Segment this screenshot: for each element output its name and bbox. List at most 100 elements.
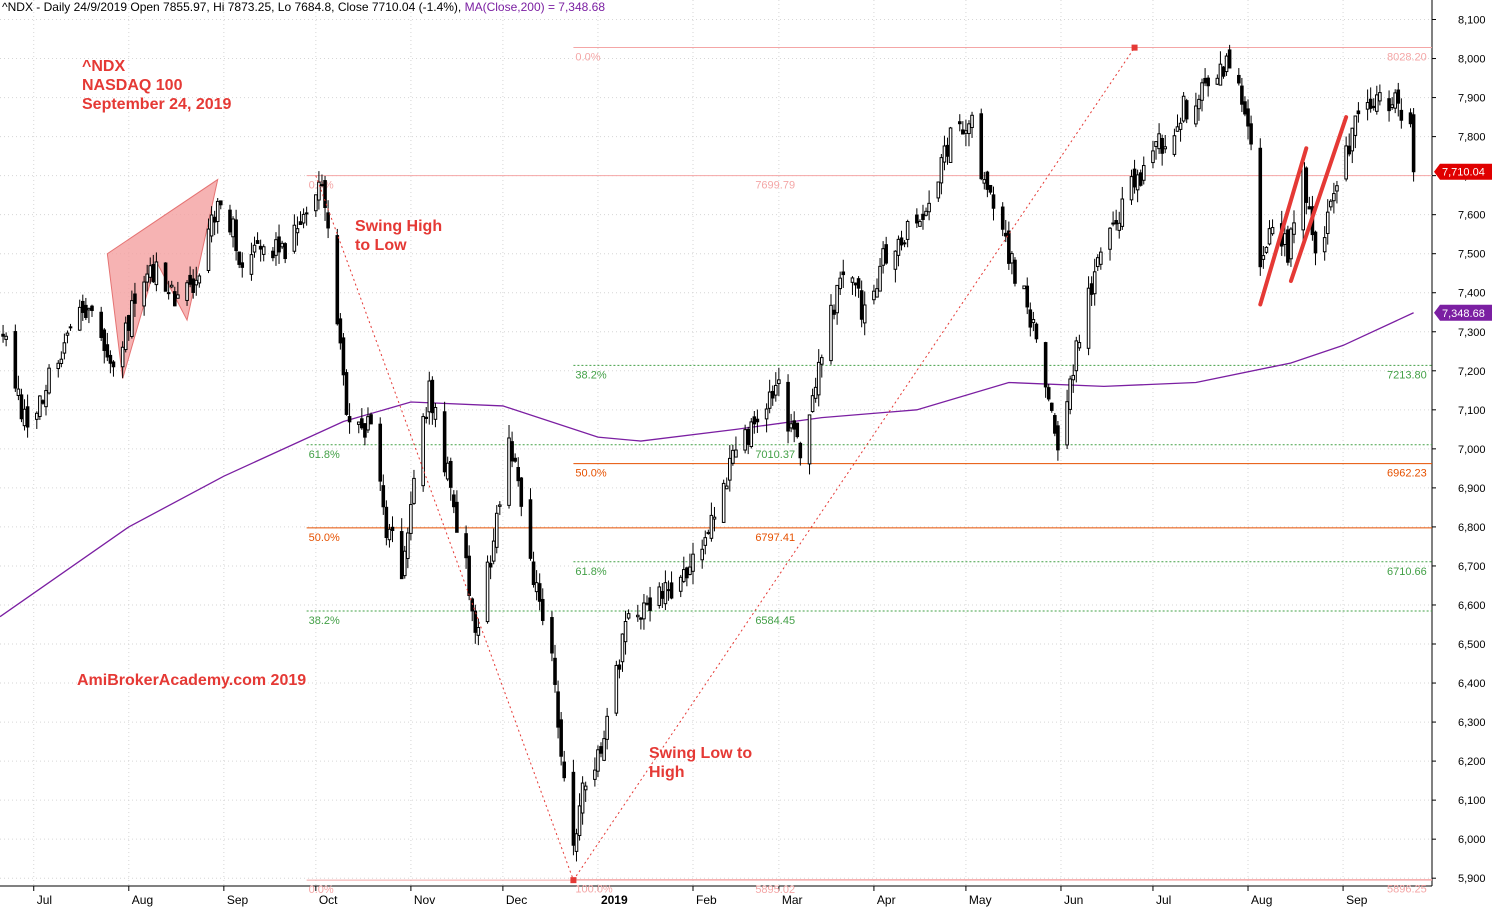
chart-header: ^NDX - Daily 24/9/2019 Open 7855.97, Hi … <box>2 0 606 14</box>
candle-body <box>642 602 646 620</box>
candle-body <box>25 406 30 428</box>
x-tick-label: Jul <box>1156 893 1171 907</box>
candle-body <box>1249 123 1253 145</box>
gridlines <box>0 0 1432 886</box>
candle-body <box>1077 342 1082 349</box>
candle-body <box>412 477 416 504</box>
y-tick-label: 6,000 <box>1458 834 1486 846</box>
candle-body <box>660 591 665 599</box>
candle-body <box>770 390 775 399</box>
x-tick-label: Apr <box>877 893 896 907</box>
candle-body <box>1120 198 1125 227</box>
candle-body <box>1322 237 1327 253</box>
candle-body <box>519 477 524 507</box>
candle-body <box>261 246 266 255</box>
candle-body <box>820 357 824 365</box>
candle-body <box>915 214 919 224</box>
candle-body <box>682 569 686 582</box>
candle-body <box>366 416 370 431</box>
candle-body <box>1089 283 1094 295</box>
candle-body <box>924 210 928 216</box>
y-tick-label: 6,900 <box>1458 483 1486 495</box>
candle-body <box>402 550 407 577</box>
candle-body <box>1034 323 1039 340</box>
candle-body <box>65 332 70 336</box>
title-symbol: ^NDX <box>82 58 126 75</box>
candle-body <box>1224 55 1229 73</box>
candle-body <box>191 278 195 293</box>
candle-body <box>1399 109 1404 121</box>
swing-line <box>572 47 1135 881</box>
candle-body <box>1022 285 1026 290</box>
fibonacci-set-1: 0.0% 7699.79 61.8% 7010.37 50.0% 6797.41 38.2%… <box>306 175 1432 896</box>
y-tick-label: 7,100 <box>1458 405 1486 417</box>
candle-body <box>1264 246 1269 253</box>
x-tick-label: Mar <box>782 893 803 907</box>
candle-body <box>669 582 674 599</box>
watermark: AmiBrokerAcademy.com 2019 <box>77 671 306 690</box>
y-tick-label: 7,600 <box>1458 210 1486 222</box>
candle-body <box>1071 374 1076 381</box>
candle-body <box>1095 257 1100 268</box>
candle-body <box>810 395 815 413</box>
candle-body <box>433 406 438 420</box>
candle-body <box>1292 222 1296 235</box>
candle-body <box>571 771 576 846</box>
x-tick-label: Sep <box>1346 893 1368 907</box>
candle-body <box>513 457 517 462</box>
candle-body <box>979 113 984 180</box>
candle-body <box>807 414 812 465</box>
candle-body <box>1086 287 1091 349</box>
candle-body <box>875 288 879 298</box>
candle-body <box>531 561 536 586</box>
candle-body <box>1356 110 1361 115</box>
candle-body <box>902 242 907 245</box>
candle-body <box>1350 127 1355 152</box>
candle-body <box>1325 211 1330 234</box>
candle-body <box>326 212 330 229</box>
candle-body <box>102 329 107 351</box>
candle-body <box>853 282 858 286</box>
candle-body <box>636 614 640 618</box>
fib-level-value: 6797.41 <box>755 532 795 544</box>
candle-body <box>1111 222 1115 225</box>
candle-body <box>111 361 116 368</box>
candle-body <box>1206 77 1210 87</box>
y-tick-label: 6,400 <box>1458 678 1486 690</box>
candle-body <box>1246 108 1250 127</box>
y-tick-label: 7,900 <box>1458 93 1486 105</box>
candle-body <box>494 512 499 548</box>
y-tick-label: 6,800 <box>1458 522 1486 534</box>
candle-body <box>774 384 778 396</box>
candle-body <box>712 516 717 520</box>
candle-body <box>185 282 189 301</box>
last-close-tag: 7,710.04 <box>1434 163 1492 180</box>
candle-body <box>580 782 585 814</box>
candle-body <box>87 307 91 311</box>
candle-body <box>1289 228 1293 260</box>
fib-level-percent: 100.0% <box>575 884 613 896</box>
channel-line <box>1258 146 1309 307</box>
candle-body <box>856 278 861 289</box>
candle-body <box>338 318 343 344</box>
candle-body <box>228 209 232 233</box>
candle-body <box>218 200 223 206</box>
candle-body <box>537 583 542 602</box>
candle-body <box>746 429 750 445</box>
candle-body <box>905 221 910 240</box>
candle-body <box>1365 102 1370 110</box>
candle-body <box>1056 425 1060 451</box>
y-tick-label: 5,900 <box>1458 873 1486 885</box>
candle-body <box>145 273 149 283</box>
candle-body <box>1099 251 1103 265</box>
candle-body <box>1013 259 1017 284</box>
candle-body <box>927 202 931 213</box>
candle-body <box>767 391 772 409</box>
candle-body <box>510 441 514 462</box>
candle-body <box>427 380 432 413</box>
candle-body <box>59 358 64 365</box>
candle-body <box>1065 401 1069 446</box>
candle-body <box>562 761 567 779</box>
candle-body <box>1237 74 1241 84</box>
candle-body <box>878 265 882 292</box>
